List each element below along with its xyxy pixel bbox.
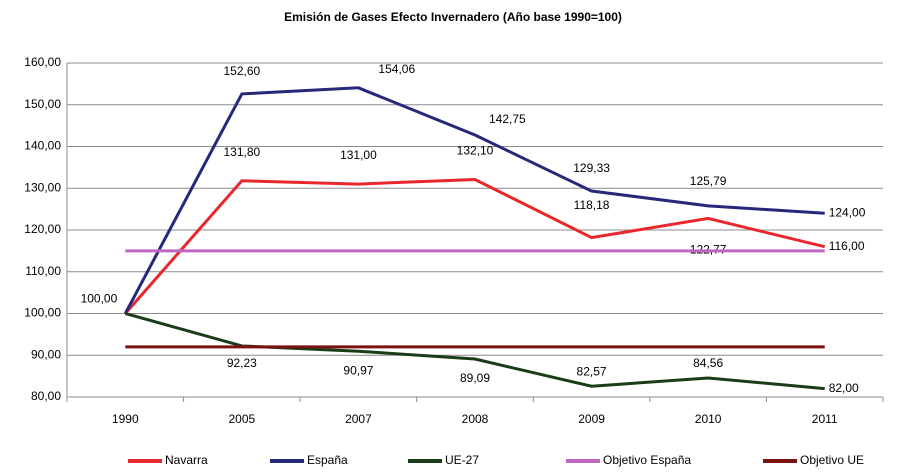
value-label: 90,97 bbox=[343, 363, 373, 377]
y-tick-label: 130,00 bbox=[24, 180, 61, 194]
series-line bbox=[123, 86, 825, 315]
x-tick-label: 2011 bbox=[812, 412, 838, 426]
value-label: 124,00 bbox=[829, 205, 866, 219]
y-tick-label: 150,00 bbox=[24, 97, 61, 111]
value-label: 154,06 bbox=[378, 62, 415, 76]
value-label: 84,56 bbox=[693, 356, 723, 370]
x-tick-label: 2009 bbox=[578, 412, 605, 426]
value-label: 92,23 bbox=[227, 356, 257, 370]
y-tick-label: 100,00 bbox=[24, 306, 61, 320]
value-label: 131,80 bbox=[224, 145, 261, 159]
legend-label: España bbox=[307, 453, 348, 467]
legend-label: UE-27 bbox=[445, 453, 479, 467]
legend-label: Navarra bbox=[165, 453, 208, 467]
x-tick-label: 2007 bbox=[345, 412, 372, 426]
x-tick-label: 2010 bbox=[695, 412, 722, 426]
legend-label: Objetivo UE bbox=[800, 453, 864, 467]
value-label: 142,75 bbox=[489, 112, 526, 126]
value-label: 131,00 bbox=[340, 148, 377, 162]
series-line bbox=[124, 177, 826, 315]
x-tick-label: 1990 bbox=[112, 412, 139, 426]
y-tick-label: 90,00 bbox=[31, 347, 61, 361]
value-label: 132,10 bbox=[457, 144, 494, 158]
legend-label: Objetivo España bbox=[603, 453, 691, 467]
value-label: 118,18 bbox=[574, 198, 610, 212]
value-label: 116,00 bbox=[829, 239, 865, 253]
chart-title: Emisión de Gases Efecto Invernadero (Año… bbox=[284, 10, 622, 24]
value-label: 82,00 bbox=[829, 381, 859, 395]
value-label: 82,57 bbox=[577, 364, 607, 378]
y-tick-label: 160,00 bbox=[24, 55, 61, 69]
y-tick-label: 120,00 bbox=[24, 222, 61, 236]
y-tick-label: 140,00 bbox=[24, 139, 61, 153]
value-label: 100,00 bbox=[81, 292, 118, 306]
x-tick-label: 2008 bbox=[462, 412, 489, 426]
y-tick-label: 110,00 bbox=[25, 264, 61, 278]
value-label: 125,79 bbox=[690, 174, 727, 188]
value-label: 152,60 bbox=[224, 64, 261, 78]
value-label: 89,09 bbox=[460, 371, 490, 385]
y-tick-label: 80,00 bbox=[31, 389, 61, 403]
value-label: 129,33 bbox=[573, 161, 610, 175]
x-tick-label: 2005 bbox=[229, 412, 256, 426]
